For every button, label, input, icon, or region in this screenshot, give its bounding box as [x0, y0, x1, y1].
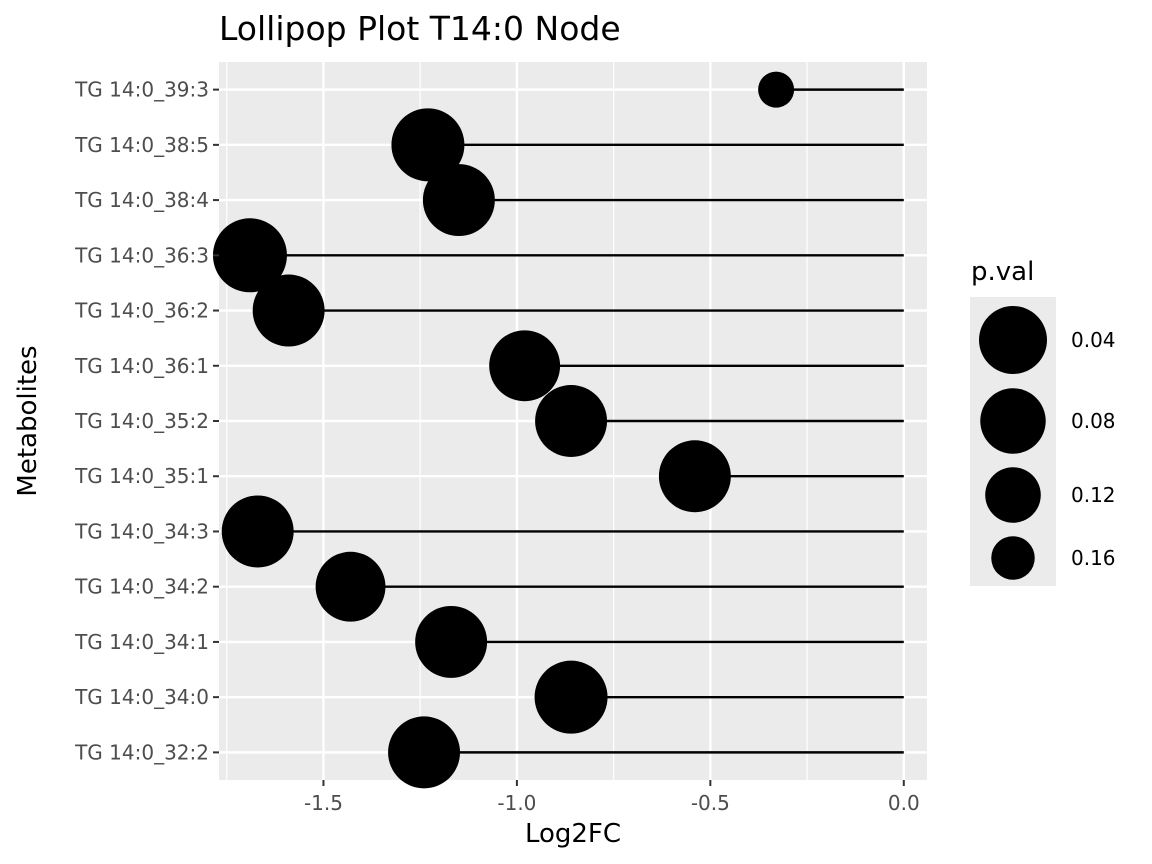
legend-label: 0.08 [1071, 409, 1116, 433]
lollipop-dots [212, 71, 795, 789]
legend-key-dot [980, 388, 1046, 454]
legend-label: 0.04 [1071, 328, 1116, 352]
lollipop-dot [388, 716, 461, 789]
lollipop-dot [221, 495, 294, 568]
y-tick-label: TG 14:0_34:3 [74, 519, 209, 543]
y-tick-labels: TG 14:0_39:3 TG 14:0_38:5 TG 14:0_38:4 TG 1… [74, 78, 209, 765]
legend-key-dot [985, 467, 1041, 523]
x-tick-label: 0.0 [888, 791, 920, 815]
y-tick-label: TG 14:0_32:2 [74, 740, 209, 764]
x-tick-label: -1.0 [497, 791, 536, 815]
x-tick-labels: -1.5 -1.0 -0.5 0.0 [304, 791, 920, 815]
lollipop-dot [422, 164, 495, 237]
lollipop-stems [249, 88, 904, 754]
y-tick-label: TG 14:0_36:2 [74, 299, 209, 323]
y-tick-label: TG 14:0_34:1 [74, 630, 209, 654]
y-tick-label: TG 14:0_34:2 [74, 575, 209, 599]
lollipop-dot [489, 330, 561, 402]
size-legend: p.val 0.04 0.08 0.12 0.16 [970, 257, 1116, 586]
x-tick-label: -0.5 [691, 791, 730, 815]
y-tick-label: TG 14:0_34:0 [74, 685, 209, 709]
lollipop-dot [391, 108, 465, 182]
lollipop-dot [415, 605, 488, 678]
lollipop-dot [535, 385, 608, 457]
y-tick-label: TG 14:0_36:1 [74, 354, 209, 378]
x-tick-label: -1.5 [304, 791, 343, 815]
chart-title: Lollipop Plot T14:0 Node [219, 9, 621, 48]
x-axis-title: Log2FC [525, 819, 621, 849]
y-tick-label: TG 14:0_35:2 [74, 409, 209, 433]
lollipop-dot [315, 551, 386, 622]
legend-label: 0.16 [1071, 546, 1116, 570]
y-tick-label: TG 14:0_38:5 [74, 133, 209, 157]
y-tick-label: TG 14:0_36:3 [74, 243, 209, 267]
y-tick-label: TG 14:0_35:1 [74, 464, 209, 488]
lollipop-dot [758, 71, 795, 108]
legend-items: 0.04 0.08 0.12 0.16 [979, 306, 1116, 580]
legend-key-dot [979, 306, 1047, 374]
lollipop-dot [658, 440, 731, 513]
y-axis-title: Metabolites [13, 345, 43, 496]
lollipop-dot [252, 274, 325, 347]
y-tick-label: TG 14:0_39:3 [74, 78, 209, 102]
legend-title: p.val [971, 257, 1034, 287]
legend-label: 0.12 [1071, 483, 1116, 507]
y-tick-label: TG 14:0_38:4 [74, 188, 209, 212]
legend-key-dot [991, 536, 1035, 580]
lollipop-dot [212, 218, 287, 293]
lollipop-dot [534, 660, 608, 734]
axis-ticks [213, 88, 905, 786]
